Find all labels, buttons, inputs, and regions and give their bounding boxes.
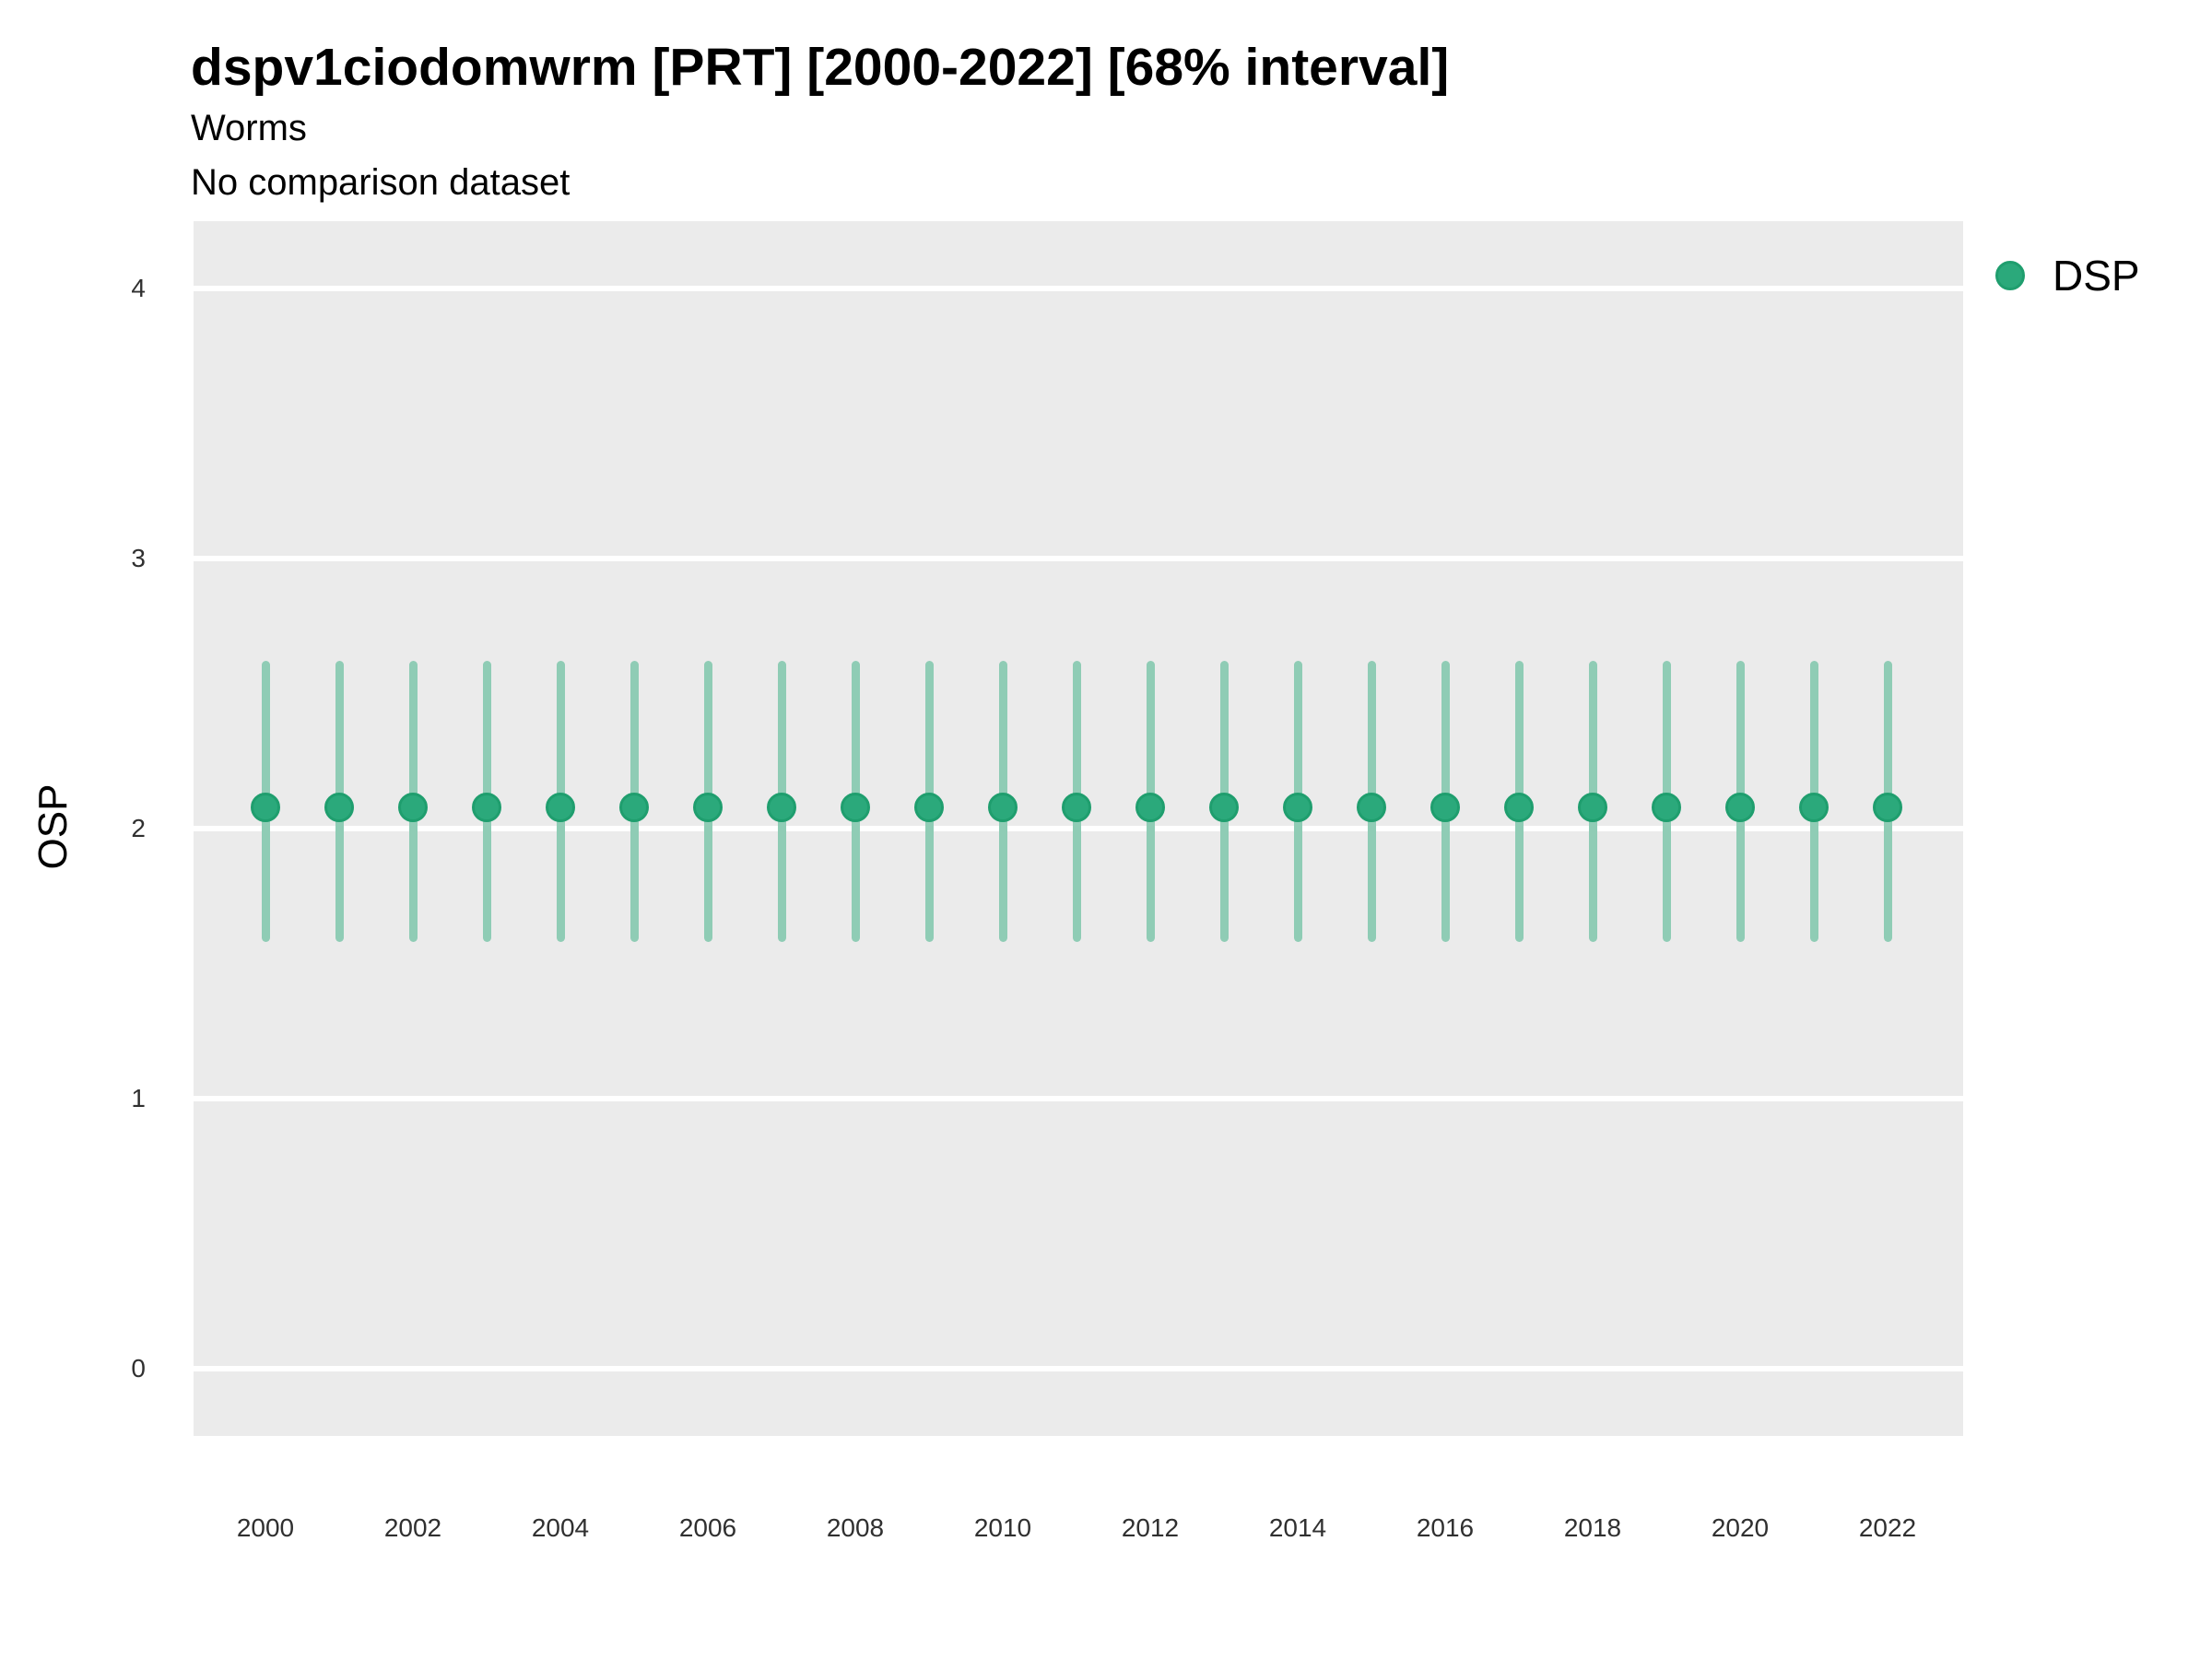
x-tick-label-2006: 2006 [678,1513,737,1542]
x-tick-label-2022: 2022 [1858,1513,1917,1542]
y-tick-label-0: 0 [131,1353,146,1382]
chart-subtitle: Worms [191,108,307,148]
x-tick-label-2018: 2018 [1563,1513,1622,1542]
gridline-y-3 [194,556,1963,562]
y-tick-label-1: 1 [131,1083,146,1112]
data-point-2004 [546,792,575,822]
data-point-2014 [1283,792,1312,822]
data-point-2008 [841,792,870,822]
data-point-2021 [1799,792,1829,822]
x-tick-label-2020: 2020 [1711,1513,1770,1542]
data-point-2019 [1652,792,1681,822]
y-tick-label-4: 4 [131,274,146,303]
data-point-2013 [1209,792,1239,822]
data-point-2009 [914,792,944,822]
data-point-2007 [767,792,796,822]
data-point-2005 [619,792,649,822]
chart-title: dspv1ciodomwrm [PRT] [2000-2022] [68% in… [191,38,1450,97]
data-point-2001 [324,792,354,822]
gridline-y-0 [194,1365,1963,1371]
data-point-2003 [472,792,501,822]
chart-note: No comparison dataset [191,162,571,203]
gridline-y-1 [194,1095,1963,1101]
y-tick-label-2: 2 [131,814,146,842]
data-point-2015 [1357,792,1386,822]
x-tick-label-2000: 2000 [236,1513,295,1542]
x-tick-label-2016: 2016 [1416,1513,1475,1542]
legend-dsp-swatch-icon [1995,261,2025,290]
x-tick-label-2004: 2004 [531,1513,590,1542]
data-point-2000 [251,792,280,822]
data-point-2018 [1578,792,1607,822]
data-point-2017 [1504,792,1534,822]
data-point-2016 [1430,792,1460,822]
y-tick-label-3: 3 [131,544,146,573]
x-tick-label-2010: 2010 [973,1513,1032,1542]
data-point-2006 [693,792,723,822]
x-tick-label-2008: 2008 [826,1513,885,1542]
data-point-2012 [1135,792,1165,822]
gridline-y-4 [194,286,1963,292]
data-point-2011 [1062,792,1091,822]
data-point-2022 [1873,792,1902,822]
legend: DSP [1995,249,2140,302]
data-point-2010 [988,792,1018,822]
x-tick-label-2002: 2002 [383,1513,442,1542]
x-tick-label-2014: 2014 [1268,1513,1327,1542]
legend-dsp-label: DSP [2053,252,2140,300]
data-point-2020 [1725,792,1755,822]
plot-panel [194,221,1963,1436]
data-point-2002 [398,792,428,822]
x-tick-label-2012: 2012 [1121,1513,1180,1542]
